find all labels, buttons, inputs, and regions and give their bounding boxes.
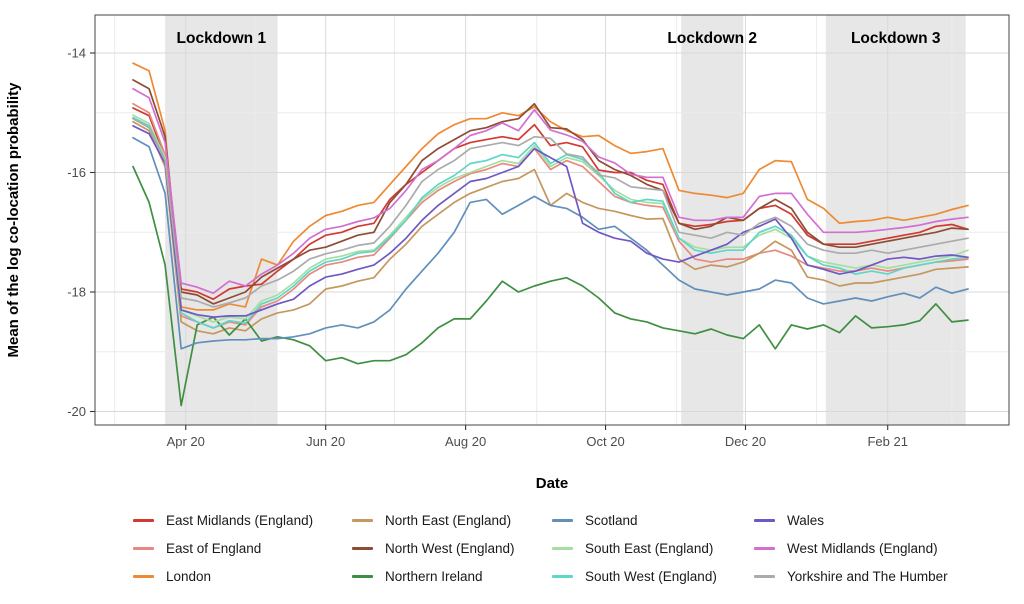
panel-border xyxy=(94,14,1010,426)
legend-swatch xyxy=(133,574,154,578)
legend-item: West Midlands (England) xyxy=(754,534,948,562)
legend-swatch xyxy=(133,546,154,550)
legend-item: North East (England) xyxy=(352,506,515,534)
legend-item: East of England xyxy=(133,534,313,562)
y-axis-title: Mean of the log co-location probability xyxy=(5,82,22,358)
legend-label: Scotland xyxy=(585,512,638,528)
y-tick-label: -20 xyxy=(67,404,86,419)
x-tick-label: Oct 20 xyxy=(586,434,624,449)
series-lines xyxy=(132,62,969,407)
legend-item: South East (England) xyxy=(552,534,717,562)
legend-label: North West (England) xyxy=(385,540,515,556)
series-line-east-of-england xyxy=(132,102,969,329)
legend-label: West Midlands (England) xyxy=(787,540,938,556)
legend-label: South East (England) xyxy=(585,540,714,556)
lockdown-labels: Lockdown 1 Lockdown 2 Lockdown 3 xyxy=(177,30,941,47)
gridlines xyxy=(95,15,1009,425)
legend-swatch xyxy=(552,546,573,550)
legend-item: Yorkshire and The Humber xyxy=(754,562,948,590)
lockdown-label: Lockdown 3 xyxy=(851,30,941,47)
legend-swatch xyxy=(754,574,775,578)
legend-swatch xyxy=(133,518,154,522)
legend-item: East Midlands (England) xyxy=(133,506,313,534)
y-tick-label: -18 xyxy=(67,285,86,300)
series-line-east-midlands-england xyxy=(132,107,969,301)
series-line-wales xyxy=(132,125,969,318)
legend-column: East Midlands (England) East of England Lo… xyxy=(133,506,313,590)
series-line-yorkshire-and-the-humber xyxy=(132,117,969,308)
lockdown-label: Lockdown 2 xyxy=(667,30,757,47)
lockdown-band xyxy=(165,15,278,425)
lockdown-label: Lockdown 1 xyxy=(177,30,267,47)
legend-column: North East (England) North West (England)… xyxy=(352,506,515,590)
x-tick-label: Aug 20 xyxy=(445,434,486,449)
legend-label: London xyxy=(166,568,212,584)
series-line-london xyxy=(132,62,969,311)
legend-swatch xyxy=(352,518,373,522)
legend-column: Wales West Midlands (England) Yorkshire an… xyxy=(754,506,948,590)
legend-item: Scotland xyxy=(552,506,717,534)
x-tick-label: Dec 20 xyxy=(725,434,766,449)
legend-item: North West (England) xyxy=(352,534,515,562)
legend-label: Northern Ireland xyxy=(385,568,483,584)
series-line-scotland xyxy=(132,136,969,350)
series-line-north-west-england xyxy=(132,79,969,305)
x-axis-title: Date xyxy=(536,475,569,492)
legend-label: Wales xyxy=(787,512,825,528)
legend-swatch xyxy=(754,518,775,522)
legend-column: Scotland South East (England) South West (… xyxy=(552,506,717,590)
legend: East Midlands (England) East of England Lo… xyxy=(0,506,1024,602)
legend-swatch xyxy=(352,574,373,578)
axes: Apr 20 Jun 20 Aug 20 Oct 20 Dec 20 Feb 21 -14 -… xyxy=(67,46,908,450)
legend-item: London xyxy=(133,562,313,590)
x-tick-label: Jun 20 xyxy=(306,434,345,449)
legend-swatch xyxy=(754,546,775,550)
y-tick-label: -14 xyxy=(67,46,86,61)
legend-item: Northern Ireland xyxy=(352,562,515,590)
legend-label: North East (England) xyxy=(385,512,512,528)
legend-item: South West (England) xyxy=(552,562,717,590)
legend-label: Yorkshire and The Humber xyxy=(787,568,948,584)
x-tick-label: Feb 21 xyxy=(867,434,907,449)
legend-label: East Midlands (England) xyxy=(166,512,314,528)
series-line-south-west-england xyxy=(132,116,969,329)
legend-item: Wales xyxy=(754,506,948,534)
legend-label: East of England xyxy=(166,540,262,556)
legend-swatch xyxy=(352,546,373,550)
colocation-line-chart: Lockdown 1 Lockdown 2 Lockdown 3 Apr 20 Jun… xyxy=(5,14,1010,492)
lockdown-bands xyxy=(165,15,966,425)
series-line-west-midlands-england xyxy=(132,87,969,295)
legend-label: South West (England) xyxy=(585,568,717,584)
series-line-south-east-england xyxy=(132,114,969,323)
y-tick-label: -16 xyxy=(67,165,86,180)
x-tick-label: Apr 20 xyxy=(167,434,205,449)
legend-swatch xyxy=(552,518,573,522)
legend-swatch xyxy=(552,574,573,578)
